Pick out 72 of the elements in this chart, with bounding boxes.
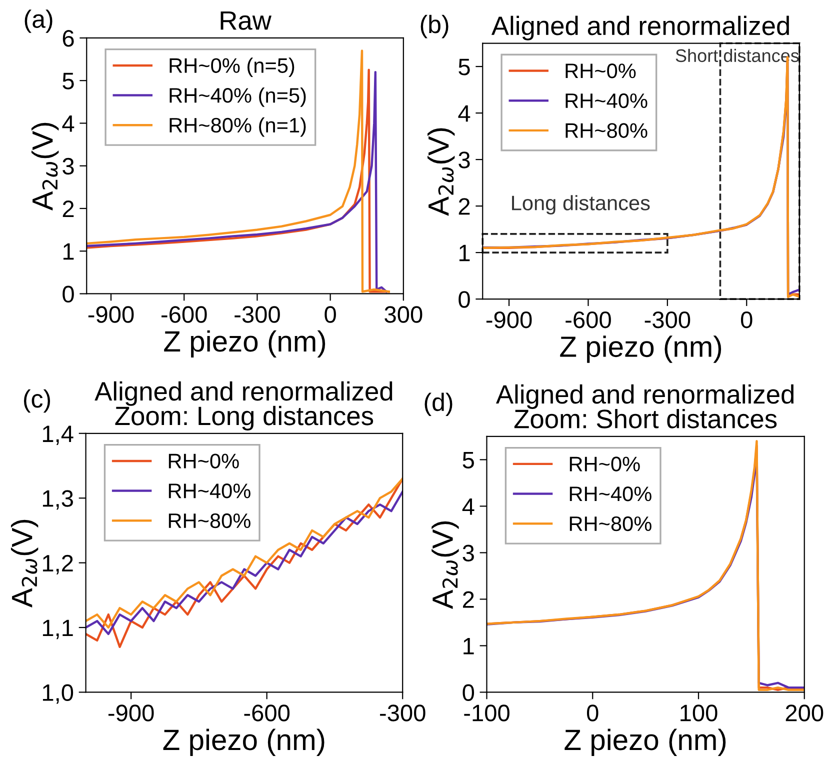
x-tick-label: -300	[380, 704, 426, 722]
y-tick-label: 1,0	[42, 684, 74, 704]
y-axis-title: A$_{2ω}$(V)	[427, 128, 455, 216]
y-tick-label: 2	[463, 591, 474, 608]
y-tick-label: 1,2	[42, 554, 73, 574]
y-tick-label: 5	[62, 72, 74, 90]
legend-label: RH~40%	[570, 486, 652, 502]
legend-label: RH~80% (n=1)	[170, 117, 306, 137]
y-tick-label: 3	[62, 158, 74, 175]
x-tick-label: -900	[486, 311, 532, 328]
chart-subtitle: Zoom: Long distances	[115, 406, 374, 431]
x-tick-label: 200	[786, 704, 824, 722]
x-tick-label: -300	[644, 311, 690, 328]
text: (d)	[424, 392, 452, 416]
text: (a)	[24, 10, 52, 33]
y-tick-label: 4	[458, 105, 470, 122]
x-axis-title: Z piezo (nm)	[564, 728, 726, 756]
y-tick-label: 2	[62, 200, 74, 218]
y-axis-title: A$_{2ω}$(V)	[10, 520, 38, 608]
y-tick-label: 0	[458, 291, 470, 308]
text: (c)	[24, 389, 50, 413]
y-tick-label: 1	[464, 638, 474, 654]
y-tick-label: 1,3	[42, 490, 73, 510]
legend-label: RH~40%	[566, 93, 648, 108]
x-tick-label: 0	[324, 306, 336, 323]
x-tick-label: -300	[234, 306, 280, 323]
y-tick-label: 6	[62, 30, 74, 47]
legend-label: RH~80%	[566, 123, 648, 138]
y-tick-label: 5	[458, 58, 470, 76]
y-tick-label: 4	[62, 116, 74, 132]
x-tick-label: 100	[680, 704, 718, 722]
x-tick-label: 300	[384, 306, 422, 323]
chart-subtitle: Zoom: Short distances	[514, 408, 777, 428]
x-tick-label: -900	[108, 704, 154, 722]
chart-title: Aligned and renormalized	[496, 384, 794, 409]
y-tick-label: 0	[62, 286, 74, 303]
y-tick-label: 4	[462, 498, 474, 515]
y-tick-label: 1,1	[42, 620, 73, 640]
y-tick-label: 3	[462, 544, 474, 562]
legend-label: RH~0%	[570, 456, 640, 472]
x-axis-title: Z piezo (nm)	[163, 728, 324, 756]
x-tick-label: -600	[566, 311, 611, 328]
legend-label: RH~40%	[168, 484, 250, 498]
y-tick-label: 2	[458, 198, 470, 215]
legend-label: RH~80%	[570, 516, 652, 532]
chart-title: Raw	[220, 11, 272, 30]
chart-title: Aligned and renormalized	[94, 381, 392, 406]
legend-label: RH~80%	[168, 513, 250, 528]
legend-label: RH~40% (n=5)	[170, 87, 306, 107]
text: (b)	[420, 14, 448, 38]
x-axis-title: Z piezo (nm)	[560, 336, 722, 363]
y-tick-label: 1	[459, 244, 470, 262]
x-tick-label: 0	[586, 704, 598, 722]
legend-label: RH~0% (n=5)	[170, 58, 294, 78]
annotation: Short distances	[676, 48, 799, 62]
x-tick-label: -600	[162, 306, 207, 323]
x-axis-title: Z piezo (nm)	[164, 330, 326, 358]
legend-label: RH~0%	[168, 454, 239, 468]
y-axis-title: A$_{2ω}$(V)	[31, 122, 59, 211]
y-tick-label: 0	[462, 684, 474, 701]
x-tick-label: -600	[244, 704, 290, 722]
y-tick-label: 5	[462, 452, 474, 468]
x-tick-label: 0	[740, 311, 752, 328]
chart-title: Aligned and renormalized	[491, 16, 789, 40]
legend-label: RH~0%	[566, 64, 636, 78]
y-tick-label: 3	[458, 152, 470, 168]
x-tick-label: -100	[464, 704, 510, 722]
y-axis-title: A$_{2ω}$(V)	[432, 521, 459, 610]
annotation: Long distances	[512, 195, 650, 214]
y-tick-label: 1	[63, 243, 74, 260]
x-tick-label: -900	[88, 306, 134, 323]
y-tick-label: 1,4	[42, 426, 74, 445]
